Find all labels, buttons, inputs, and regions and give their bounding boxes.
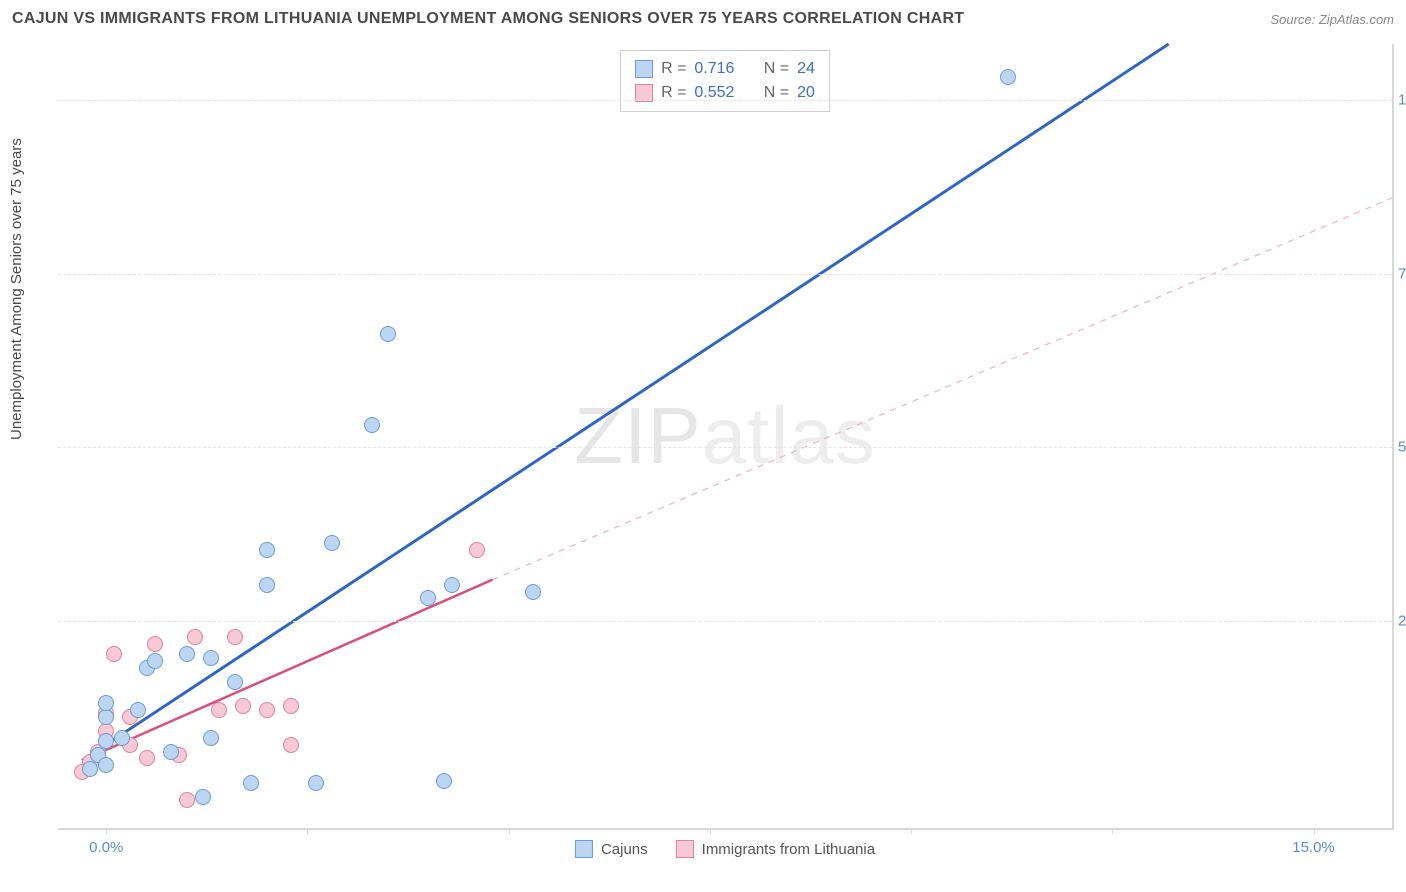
legend-row: R =0.716 N =24 xyxy=(635,57,815,81)
plot-area: ZIPatlas R =0.716 N =24R =0.552 N =20 Ca… xyxy=(58,44,1394,830)
x-tick-mark xyxy=(509,828,510,834)
legend-row: R =0.552 N =20 xyxy=(635,81,815,105)
cajun-point xyxy=(130,702,146,718)
lithuania-point xyxy=(469,542,485,558)
y-tick-label: 25.0% xyxy=(1398,613,1406,630)
legend-item: Immigrants from Lithuania xyxy=(676,840,875,858)
cajun-point xyxy=(227,674,243,690)
x-tick-mark xyxy=(1112,828,1113,834)
gridline xyxy=(58,621,1392,622)
trend-lines xyxy=(58,44,1392,828)
cajun-point xyxy=(98,709,114,725)
legend-label: Cajuns xyxy=(601,841,648,858)
x-tick-label: 15.0% xyxy=(1292,839,1335,856)
x-tick-mark xyxy=(911,828,912,834)
lithuania-point xyxy=(106,646,122,662)
cajun-point xyxy=(163,744,179,760)
lithuania-point xyxy=(283,698,299,714)
cajun-point xyxy=(203,730,219,746)
cajun-point xyxy=(82,761,98,777)
chart-title: CAJUN VS IMMIGRANTS FROM LITHUANIA UNEMP… xyxy=(12,10,964,27)
cajun-point xyxy=(259,577,275,593)
legend-item: Cajuns xyxy=(575,840,648,858)
gridline xyxy=(58,100,1392,101)
chart-source: Source: ZipAtlas.com xyxy=(1270,12,1394,27)
x-tick-mark xyxy=(307,828,308,834)
chart-header: CAJUN VS IMMIGRANTS FROM LITHUANIA UNEMP… xyxy=(12,10,1394,38)
cajun-point xyxy=(364,417,380,433)
cajun-point xyxy=(98,695,114,711)
legend-series: Cajuns Immigrants from Lithuania xyxy=(575,840,875,858)
lithuania-point xyxy=(283,737,299,753)
cajun-point xyxy=(179,646,195,662)
cajun-point xyxy=(203,650,219,666)
cajun-point xyxy=(525,584,541,600)
cajun-point xyxy=(444,577,460,593)
x-tick-label: 0.0% xyxy=(89,839,123,856)
lithuania-point xyxy=(235,698,251,714)
legend-swatch xyxy=(635,60,653,78)
gridline xyxy=(58,274,1392,275)
cajun-point xyxy=(308,775,324,791)
lithuania-point xyxy=(259,702,275,718)
cajun-point xyxy=(195,789,211,805)
cajun-point xyxy=(147,653,163,669)
cajun-point xyxy=(436,773,452,789)
lithuania-point xyxy=(179,792,195,808)
cajun-point xyxy=(114,730,130,746)
y-tick-label: 75.0% xyxy=(1398,265,1406,282)
y-tick-label: 50.0% xyxy=(1398,439,1406,456)
legend-label: Immigrants from Lithuania xyxy=(702,841,875,858)
lithuania-point xyxy=(227,629,243,645)
legend-correlation: R =0.716 N =24R =0.552 N =20 xyxy=(620,50,830,112)
lithuania-point xyxy=(147,636,163,652)
legend-swatch xyxy=(676,840,694,858)
cajun-point xyxy=(243,775,259,791)
cajun-point xyxy=(420,590,436,606)
watermark: ZIPatlas xyxy=(574,390,875,482)
legend-swatch xyxy=(575,840,593,858)
lithuania-point xyxy=(139,750,155,766)
cajun-point xyxy=(1000,69,1016,85)
lithuania-point xyxy=(211,702,227,718)
x-tick-mark xyxy=(1314,828,1315,834)
y-axis-label: Unemployment Among Seniors over 75 years xyxy=(8,138,25,440)
cajun-point xyxy=(98,733,114,749)
x-tick-mark xyxy=(710,828,711,834)
cajun-point xyxy=(380,326,396,342)
cajun-point xyxy=(324,535,340,551)
y-tick-label: 100.0% xyxy=(1398,91,1406,108)
cajun-point xyxy=(98,757,114,773)
x-tick-mark xyxy=(106,828,107,834)
cajun-point xyxy=(259,542,275,558)
gridline xyxy=(58,447,1392,448)
lithuania-point xyxy=(187,629,203,645)
